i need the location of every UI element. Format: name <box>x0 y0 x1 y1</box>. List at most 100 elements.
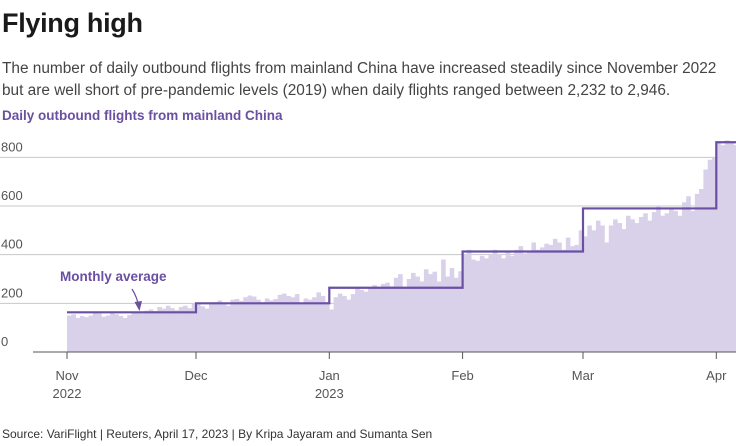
bar-day-21 <box>153 311 158 352</box>
bar-day-109 <box>531 242 536 352</box>
bar-day-130 <box>621 229 627 352</box>
bar-day-101 <box>497 254 502 352</box>
bar-day-40 <box>234 298 240 352</box>
y-tick-label: 600 <box>1 188 23 203</box>
bar-day-31 <box>196 304 201 352</box>
bar-day-145 <box>686 196 691 352</box>
bar-day-143 <box>677 215 683 352</box>
bar-day-128 <box>613 219 618 352</box>
bar-day-26 <box>174 310 180 352</box>
bar-day-61 <box>325 302 330 352</box>
bar-day-44 <box>251 296 257 352</box>
bar-day-123 <box>591 230 597 352</box>
bar-day-87 <box>436 281 442 352</box>
bar-day-27 <box>178 306 184 352</box>
bar-day-81 <box>411 272 416 352</box>
bar-day-134 <box>638 216 644 352</box>
bar-day-150 <box>707 159 713 352</box>
bar-day-105 <box>514 249 519 352</box>
bar-day-85 <box>428 274 433 352</box>
bar-day-25 <box>170 308 175 352</box>
bar-day-126 <box>604 242 610 352</box>
x-tick-label: Feb <box>451 368 473 383</box>
bar-day-52 <box>286 296 291 352</box>
bar-day-54 <box>294 294 300 352</box>
bar-day-94 <box>466 249 472 352</box>
bar-day-116 <box>561 249 567 352</box>
bar-day-147 <box>694 193 700 352</box>
bar-day-89 <box>445 276 450 352</box>
bar-day-12 <box>114 314 119 352</box>
bar-day-56 <box>303 298 309 352</box>
bar-day-149 <box>703 169 708 352</box>
bar-day-151 <box>712 157 717 352</box>
bar-day-29 <box>187 308 192 352</box>
bar-day-79 <box>402 288 407 352</box>
bar-day-20 <box>148 309 154 352</box>
bar-day-65 <box>342 296 347 352</box>
bar-day-67 <box>350 294 356 352</box>
bar-day-63 <box>333 297 339 352</box>
x-axis: Nov 2022 Dec Jan 2023 Feb Mar Apr <box>33 351 736 401</box>
chart-subtitle: The number of daily outbound flights fro… <box>2 60 717 99</box>
bar-day-60 <box>320 296 326 352</box>
bar-day-53 <box>290 297 296 352</box>
bar-day-148 <box>699 188 704 352</box>
bar-day-43 <box>247 295 253 352</box>
x-tick-sublabel: 2022 <box>53 386 82 401</box>
bar-day-100 <box>492 249 498 352</box>
bar-day-74 <box>380 283 386 352</box>
bar-day-45 <box>256 299 261 352</box>
bar-day-111 <box>540 247 545 352</box>
bar-day-124 <box>595 220 601 352</box>
bar-day-35 <box>213 302 218 352</box>
bar-day-33 <box>204 308 210 352</box>
bar-day-120 <box>578 230 584 352</box>
bar-day-107 <box>522 253 528 352</box>
bar-day-37 <box>221 303 227 352</box>
source-note: Source: VariFlight | Reuters, April 17, … <box>2 427 433 441</box>
bar-day-2 <box>71 314 76 352</box>
bar-day-23 <box>161 308 167 352</box>
bar-day-48 <box>269 300 274 352</box>
chart-heading: Daily outbound flights from mainland Chi… <box>2 108 283 123</box>
bar-day-1 <box>67 315 72 352</box>
bar-day-99 <box>488 255 493 352</box>
bar-day-10 <box>105 315 111 352</box>
bar-day-9 <box>101 316 106 352</box>
bar-day-112 <box>544 243 549 352</box>
x-tick-label: Nov <box>55 368 79 383</box>
daily-bars <box>67 140 736 352</box>
bar-day-86 <box>432 271 438 352</box>
bar-day-98 <box>484 258 489 352</box>
bar-day-122 <box>587 225 592 352</box>
bar-day-72 <box>372 285 377 352</box>
bar-day-104 <box>509 255 515 352</box>
bar-day-90 <box>449 268 455 352</box>
bar-day-5 <box>84 317 89 352</box>
bar-day-73 <box>376 288 382 352</box>
bar-day-139 <box>660 215 665 352</box>
bar-day-141 <box>669 208 674 352</box>
bar-day-78 <box>398 274 403 352</box>
chart-title: Flying high <box>2 8 143 38</box>
bar-day-108 <box>527 251 532 352</box>
bar-day-129 <box>617 223 622 352</box>
bar-day-102 <box>501 258 506 352</box>
bar-day-97 <box>479 255 485 352</box>
bar-day-19 <box>144 310 149 352</box>
bar-day-24 <box>165 305 171 352</box>
bar-day-121 <box>583 236 588 352</box>
bar-day-83 <box>419 281 425 352</box>
bar-day-156 <box>733 145 736 352</box>
bar-day-30 <box>191 303 197 352</box>
bar-day-152 <box>716 142 721 352</box>
bar-day-50 <box>277 294 283 352</box>
bar-day-146 <box>690 210 696 352</box>
bar-day-11 <box>110 312 115 352</box>
bar-day-140 <box>664 213 670 352</box>
annotation-monthly-average: Monthly average <box>60 269 167 284</box>
bar-day-62 <box>329 309 334 352</box>
bar-day-57 <box>307 299 313 352</box>
bar-day-32 <box>200 306 205 352</box>
